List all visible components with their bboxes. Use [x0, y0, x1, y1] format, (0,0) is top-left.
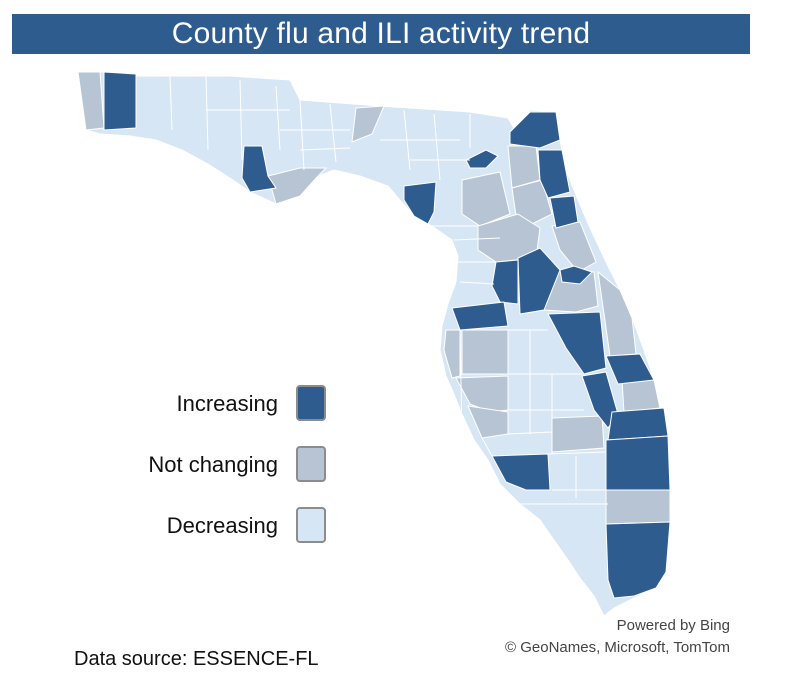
county-increasing	[509, 111, 561, 149]
legend-label-not-changing: Not changing	[148, 452, 278, 477]
county-increasing	[491, 453, 551, 491]
powered-by-credit: Powered by Bing	[616, 617, 730, 634]
county-increasing	[465, 149, 499, 169]
county-increasing	[607, 407, 669, 441]
legend-swatch-decreasing	[296, 507, 326, 543]
county-increasing	[547, 311, 607, 375]
counties-increasing	[103, 71, 671, 599]
county-not-changing	[461, 329, 509, 375]
county-not-changing	[511, 179, 553, 225]
county-increasing	[549, 195, 579, 229]
county-not-changing	[605, 489, 671, 525]
map-copyright: © GeoNames, Microsoft, TomTom	[505, 639, 730, 656]
county-not-changing	[267, 167, 328, 205]
county-increasing	[403, 181, 437, 225]
county-not-changing	[551, 415, 605, 453]
county-increasing	[605, 353, 655, 385]
county-increasing	[517, 247, 561, 315]
county-increasing	[537, 149, 571, 199]
county-not-changing	[621, 379, 661, 413]
county-not-changing	[443, 329, 461, 379]
legend-swatch-not-changing	[296, 446, 326, 482]
county-increasing	[605, 435, 671, 491]
map-title-bar: County flu and ILI activity trend	[12, 14, 750, 54]
county-increasing	[491, 259, 519, 305]
legend-label-increasing: Increasing	[176, 391, 278, 416]
county-increasing	[103, 71, 137, 131]
data-source: Data source: ESSENCE-FL	[74, 648, 319, 670]
county-increasing	[559, 265, 593, 285]
legend-swatch-increasing	[296, 385, 326, 421]
county-boundaries	[169, 75, 608, 505]
county-increasing	[605, 521, 671, 599]
county-not-changing	[77, 71, 105, 131]
map-title: County flu and ILI activity trend	[171, 17, 591, 50]
county-not-changing	[461, 171, 511, 227]
legend-label-decreasing: Decreasing	[166, 513, 278, 538]
county-increasing	[451, 301, 509, 331]
county-increasing	[241, 145, 277, 193]
county-not-changing	[351, 105, 385, 143]
